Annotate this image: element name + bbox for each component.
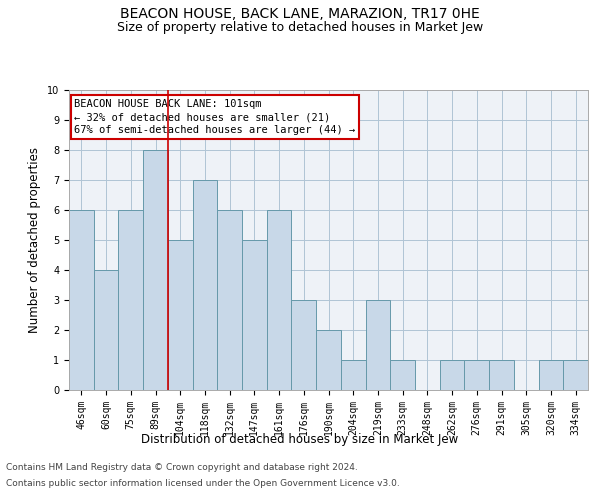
Bar <box>69 210 94 390</box>
Bar <box>539 360 563 390</box>
Bar <box>94 270 118 390</box>
Bar <box>365 300 390 390</box>
Bar <box>193 180 217 390</box>
Bar <box>143 150 168 390</box>
Bar <box>242 240 267 390</box>
Bar <box>489 360 514 390</box>
Text: BEACON HOUSE BACK LANE: 101sqm
← 32% of detached houses are smaller (21)
67% of : BEACON HOUSE BACK LANE: 101sqm ← 32% of … <box>74 99 355 136</box>
Text: BEACON HOUSE, BACK LANE, MARAZION, TR17 0HE: BEACON HOUSE, BACK LANE, MARAZION, TR17 … <box>120 8 480 22</box>
Bar <box>316 330 341 390</box>
Bar <box>563 360 588 390</box>
Text: Contains HM Land Registry data © Crown copyright and database right 2024.: Contains HM Land Registry data © Crown c… <box>6 464 358 472</box>
Text: Distribution of detached houses by size in Market Jew: Distribution of detached houses by size … <box>142 432 458 446</box>
Text: Contains public sector information licensed under the Open Government Licence v3: Contains public sector information licen… <box>6 478 400 488</box>
Bar <box>464 360 489 390</box>
Bar <box>390 360 415 390</box>
Bar <box>217 210 242 390</box>
Bar <box>118 210 143 390</box>
Y-axis label: Number of detached properties: Number of detached properties <box>28 147 41 333</box>
Bar <box>168 240 193 390</box>
Bar <box>440 360 464 390</box>
Bar <box>292 300 316 390</box>
Bar <box>341 360 365 390</box>
Bar <box>267 210 292 390</box>
Text: Size of property relative to detached houses in Market Jew: Size of property relative to detached ho… <box>117 21 483 34</box>
